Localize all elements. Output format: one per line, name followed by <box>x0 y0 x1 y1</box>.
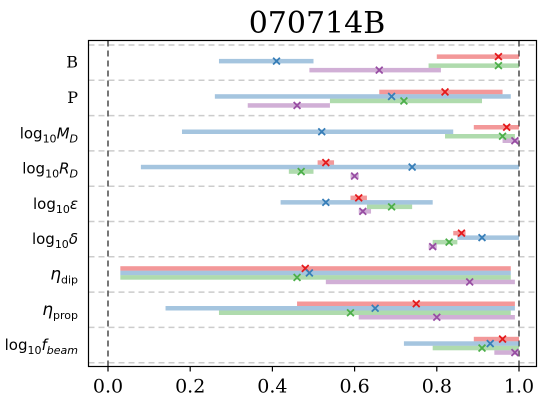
marker-blue <box>317 127 326 136</box>
row-label: B <box>66 53 78 72</box>
marker-purple <box>510 136 519 145</box>
interval-bar-purple <box>325 279 515 285</box>
row-label: log10fbeam <box>5 336 78 357</box>
row-label: log10MD <box>20 124 78 145</box>
marker-red <box>498 335 507 344</box>
interval-bar-purple <box>358 209 372 214</box>
interval-bar-red <box>473 125 519 130</box>
interval-bar-blue <box>218 58 314 64</box>
marker-purple <box>358 207 367 216</box>
interval-bar-purple <box>502 138 519 143</box>
marker-purple <box>432 313 441 322</box>
interval-bar-blue <box>214 94 511 99</box>
interval-bar-red <box>436 54 519 59</box>
interval-bar-green <box>445 134 515 139</box>
marker-green <box>399 96 408 105</box>
marker-purple <box>375 66 384 75</box>
reference-lines <box>107 40 520 367</box>
chart-title: 070714B <box>249 6 386 41</box>
interval-bar-blue <box>140 164 519 170</box>
interval-bar-blue <box>403 341 519 346</box>
marker-green <box>494 61 503 70</box>
interval-bar-green <box>120 275 511 280</box>
marker-purple <box>510 348 519 357</box>
interval-markers <box>272 52 519 357</box>
marker-red <box>440 87 450 96</box>
interval-bar-blue <box>120 270 511 276</box>
interval-bar-purple <box>494 350 519 355</box>
interval-bar-green <box>432 239 458 245</box>
interval-bar-green <box>366 204 413 210</box>
marker-green <box>498 132 507 141</box>
marker-blue <box>477 233 487 242</box>
x-tick-label: 1.0 <box>504 376 534 398</box>
marker-blue <box>371 304 380 313</box>
marker-blue <box>272 57 281 66</box>
marker-blue <box>408 163 417 172</box>
interval-bar-red <box>473 336 519 342</box>
marker-red <box>457 229 466 238</box>
interval-bar-green <box>428 63 519 68</box>
marker-green <box>293 273 302 282</box>
marker-green <box>445 238 454 247</box>
marker-blue <box>305 268 314 277</box>
interval-bar-green <box>218 310 511 315</box>
interval-bar-red <box>453 230 466 236</box>
interval-bar-purple <box>247 103 330 108</box>
interval-bar-blue <box>165 306 515 311</box>
marker-purple <box>428 242 437 251</box>
row-label: P <box>67 88 78 107</box>
x-tick-label: 0.6 <box>339 376 369 398</box>
interval-bar-red <box>379 89 503 95</box>
interval-bar-green <box>432 345 519 351</box>
x-tick-label: 0.8 <box>422 376 452 398</box>
row-label: log10RD <box>22 160 78 181</box>
x-axis: 0.0 0.2 0.4 0.6 0.8 1.0 <box>93 366 534 398</box>
marker-green <box>477 344 487 353</box>
x-tick-label: 0.0 <box>93 376 123 398</box>
marker-blue <box>321 198 330 207</box>
marker-red <box>412 299 421 308</box>
row-separators <box>88 44 537 364</box>
marker-purple <box>350 172 359 181</box>
interval-bar-green <box>329 98 483 104</box>
row-label: log10ε <box>33 195 78 216</box>
interval-bar-blue <box>181 129 454 134</box>
plot-frame <box>87 39 538 368</box>
marker-green <box>346 308 355 317</box>
interval-bar-red <box>297 301 515 306</box>
x-tick-label: 0.2 <box>175 376 205 398</box>
marker-green <box>387 202 396 211</box>
marker-red <box>502 123 511 132</box>
row-label: log10δ <box>32 230 78 251</box>
marker-red <box>354 193 363 202</box>
interval-bar-red <box>120 266 511 271</box>
row-label: ηdip <box>50 264 78 286</box>
marker-purple <box>465 277 474 286</box>
interval-bar-blue <box>280 200 433 205</box>
marker-blue <box>486 339 495 348</box>
marker-purple <box>293 101 302 110</box>
marker-red <box>321 158 330 167</box>
x-tick-label: 0.4 <box>257 376 287 398</box>
marker-blue <box>387 92 396 101</box>
marker-green <box>297 167 306 176</box>
interval-bar-blue <box>457 235 519 240</box>
interval-bar-purple <box>309 67 441 73</box>
marker-red <box>494 52 503 61</box>
row-label: ηprop <box>42 300 78 322</box>
